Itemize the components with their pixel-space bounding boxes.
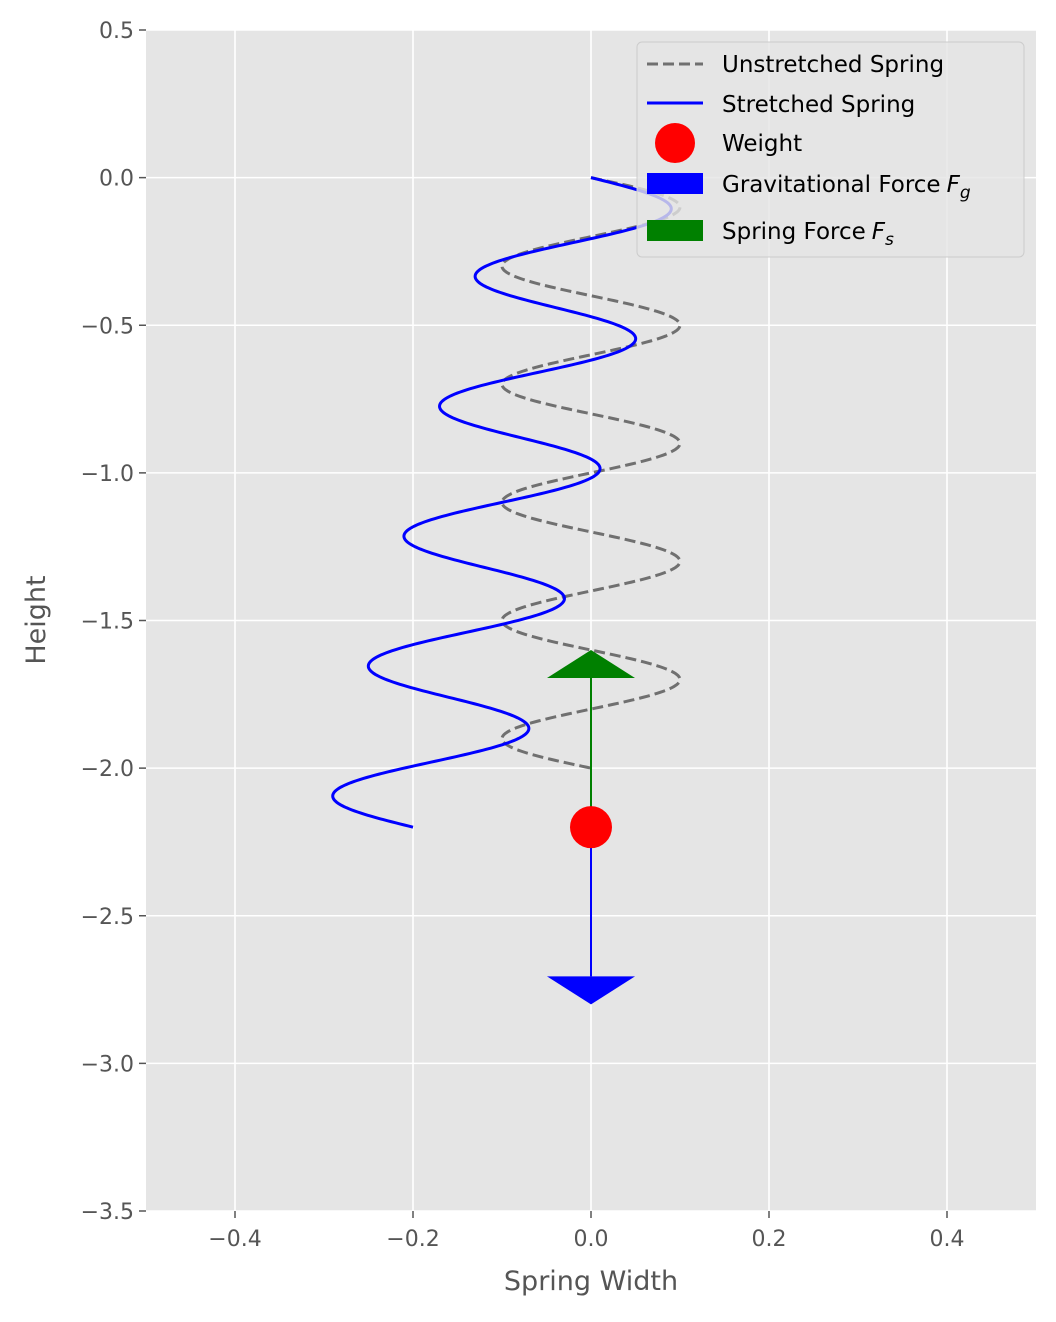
x-tick-label: 0.4 [930, 1227, 965, 1252]
legend-label-stretched: Stretched Spring [722, 92, 915, 118]
y-tick-label: −1.5 [81, 610, 134, 635]
y-tick-label: −3.5 [81, 1200, 134, 1225]
legend-swatch-weight [655, 123, 695, 163]
legend-spring-force-symbol: F [872, 219, 886, 245]
y-tick-label: 0.5 [99, 19, 134, 44]
legend-label-unstretched: Unstretched Spring [722, 52, 944, 78]
legend-gravitational-name: Gravitational Force [722, 172, 941, 198]
x-tick-label: −0.2 [386, 1227, 439, 1252]
legend-label-spring-force: Spring Force Fs [722, 219, 894, 250]
y-tick-label: 0.0 [99, 167, 134, 192]
x-tick-label: −0.4 [208, 1227, 261, 1252]
y-tick-label: −2.5 [81, 905, 134, 930]
spring-force-arrow-head [547, 650, 635, 679]
legend-frame [636, 41, 1025, 258]
legend-label-weight: Weight [722, 131, 802, 157]
legend-gravitational-symbol: F [947, 172, 961, 198]
weight-marker [570, 806, 612, 849]
gravitational-force-arrow-head [547, 976, 635, 1005]
legend-gravitational-subscript: g [960, 183, 971, 203]
x-tick-label: 0.2 [752, 1227, 787, 1252]
x-axis-title: Spring Width [504, 1266, 678, 1297]
legend-swatch-gravitational [647, 173, 703, 194]
legend-spring-force-name: Spring Force [722, 219, 866, 245]
series-layer [331, 176, 682, 1005]
y-tick-label: −2.0 [81, 757, 134, 782]
legend-spring-force-subscript: s [885, 230, 894, 250]
legend-swatch-spring-force [647, 220, 703, 241]
y-tick-label: −3.0 [81, 1052, 134, 1077]
x-tick-label: 0.0 [574, 1227, 609, 1252]
legend: Unstretched Spring Stretched Spring Weig… [636, 41, 1025, 258]
y-tick-label: −0.5 [81, 314, 134, 339]
y-axis-title: Height [21, 575, 52, 664]
stretched-spring-line [331, 176, 673, 829]
axis-layer: −0.4 −0.2 0.0 0.2 0.4 0.5 0.0 −0.5 −1.0 −1.5 −2.0 −… [81, 19, 965, 1252]
legend-label-gravitational: Gravitational Force Fg [722, 172, 971, 203]
y-tick-label: −1.0 [81, 462, 134, 487]
